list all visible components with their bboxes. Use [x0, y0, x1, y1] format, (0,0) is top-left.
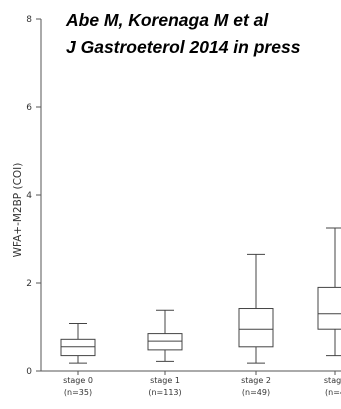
- y-tick-label: 4: [26, 191, 32, 201]
- x-tick-label: stage 1: [150, 376, 180, 385]
- box-0: [61, 323, 95, 363]
- y-tick-labels: 0 2 4 6 8: [26, 15, 32, 377]
- box-3: [318, 228, 341, 356]
- y-tick-label: 2: [26, 279, 32, 289]
- citation-line-2: J Gastroeterol 2014 in press: [66, 37, 301, 57]
- y-tick-label: 6: [26, 103, 32, 113]
- box-iqr: [239, 309, 273, 347]
- box-2: [239, 254, 273, 363]
- x-tick-labels: stage 0 (n=35) stage 1 (n=113) stage 2 (n=49)…: [63, 376, 341, 397]
- chart-axes: [36, 19, 341, 375]
- citation-line-1: Abe M, Korenaga M et al: [65, 10, 269, 30]
- y-tick-label: 0: [26, 367, 32, 377]
- box-iqr: [318, 287, 341, 329]
- x-tick-count: (n=35): [64, 388, 92, 397]
- x-tick-count: (n=4: [325, 388, 341, 397]
- x-tick-count: (n=113): [148, 388, 181, 397]
- x-tick-label: stage 2: [241, 376, 271, 385]
- box-iqr: [148, 334, 182, 350]
- x-tick-label: stage: [324, 376, 341, 385]
- box-1: [148, 310, 182, 361]
- y-tick-label: 8: [26, 15, 32, 25]
- x-tick-label: stage 0: [63, 376, 93, 385]
- box-iqr: [61, 339, 95, 355]
- plot-area: [61, 228, 341, 363]
- y-axis-label: WFA+-M2BP (COI): [12, 163, 24, 258]
- x-tick-count: (n=49): [242, 388, 270, 397]
